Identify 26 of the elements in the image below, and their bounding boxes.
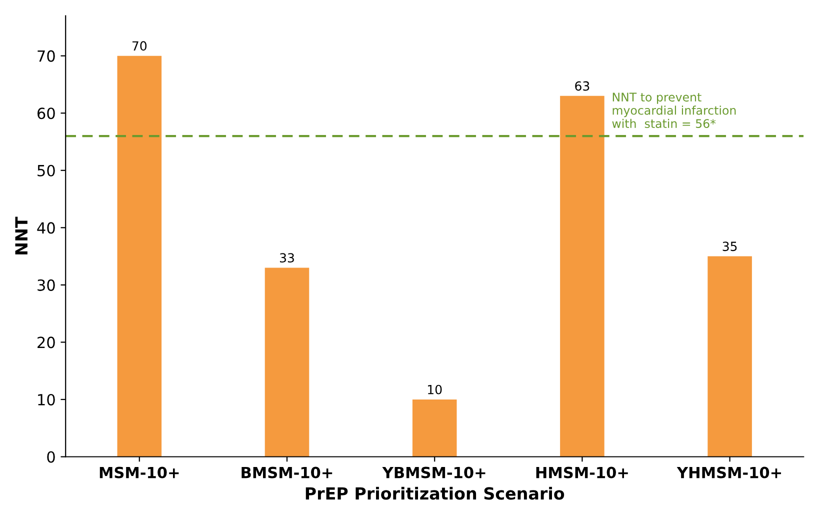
bar (264, 268, 310, 457)
bar (560, 96, 604, 457)
y-axis-title: NNT (15, 216, 28, 254)
x-axis-title: PrEP Prioritization Scenario (306, 486, 564, 500)
y-tick-label: 50 (38, 164, 55, 176)
y-tick-label: 10 (38, 394, 55, 406)
y-tick-label: 30 (38, 279, 55, 291)
y-tick-label: 20 (38, 336, 55, 348)
x-tick-label: YHMSM-10+ (676, 466, 782, 478)
ref-line-label: NNT to prevent myocardial infarction with statin = 56* (612, 92, 736, 128)
bar (412, 399, 457, 457)
data-label: 33 (280, 253, 294, 263)
y-tick-label: 60 (38, 108, 55, 120)
data-label: 10 (428, 384, 442, 394)
data-label: 35 (722, 242, 737, 252)
bar (708, 256, 752, 457)
bar (117, 56, 162, 457)
x-tick-label: YBMSM-10+ (382, 466, 486, 478)
y-tick-label: 0 (47, 451, 55, 463)
x-tick-label: HMSM-10+ (536, 466, 628, 478)
y-tick-label: 40 (37, 222, 55, 234)
data-label: 70 (132, 41, 147, 51)
x-tick-label: MSM-10+ (100, 466, 179, 478)
data-label: 63 (575, 81, 590, 91)
x-tick-label: BMSM-10+ (242, 466, 332, 478)
y-tick-label: 70 (38, 50, 55, 62)
